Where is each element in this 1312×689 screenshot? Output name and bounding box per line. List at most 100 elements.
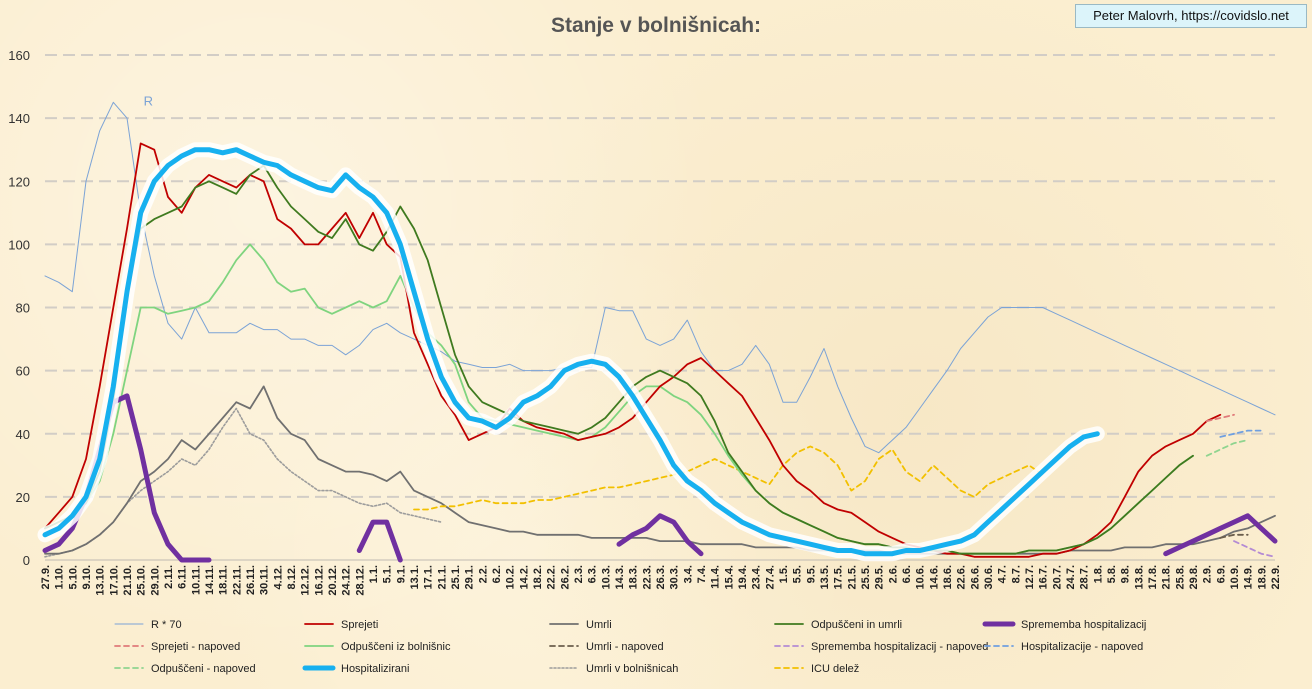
- annotation-label: R: [144, 93, 153, 108]
- legend-item-umrli: Umrli: [549, 619, 612, 631]
- x-tick-label: 29.8.: [1188, 565, 1200, 589]
- x-tick-label: 24.12.: [341, 565, 353, 596]
- legend-item-sprejeti-napoved: Sprejeti - napoved: [114, 641, 240, 653]
- x-tick-label: 26.2.: [559, 565, 571, 589]
- x-tick-label: 12.7.: [1024, 565, 1036, 589]
- legend-label: R * 70: [151, 619, 182, 631]
- x-tick-label: 9.8.: [1120, 565, 1132, 583]
- series-sprejeti-napoved: [1205, 413, 1235, 422]
- x-tick-label: 18.3.: [628, 565, 640, 589]
- series-line: [44, 164, 1194, 555]
- series-odpusceni-iz-bolnisnic: [44, 243, 1194, 555]
- legend-item-umrli-v-bolnisnicah: Umrli v bolnišnicah: [549, 663, 678, 675]
- x-tick-label: 1.5.: [778, 565, 790, 583]
- x-tick-label: 9.1.: [395, 565, 407, 583]
- y-tick-label: 140: [8, 111, 30, 126]
- series-icu-delez: [413, 445, 1044, 511]
- series-line: [44, 101, 1276, 454]
- series-sprememba-hospitalizacij-napoved: [1233, 540, 1276, 558]
- y-tick-label: 60: [16, 364, 30, 379]
- x-tick-label: 6.11.: [177, 565, 189, 589]
- series-line: [1205, 439, 1249, 457]
- series-hospitalizirani: [37, 142, 1105, 562]
- legend-item-odpusceni-napoved: Odpuščeni - napoved: [114, 663, 256, 675]
- series-hospitalizacije-napoved: [1219, 429, 1263, 438]
- x-tick-label: 2.11.: [163, 565, 175, 589]
- x-tick-label: 6.9.: [1215, 565, 1227, 583]
- x-tick-label: 26.6.: [969, 565, 981, 589]
- annotations: R: [144, 93, 153, 108]
- series-umrli-napoved: [1219, 533, 1249, 539]
- credit-box: Peter Malovrh, https://covidslo.net: [1075, 4, 1307, 28]
- x-tick-label: 30.6.: [983, 565, 995, 589]
- legend-label: Odpuščeni iz bolnišnic: [341, 641, 451, 653]
- x-tick-label: 1.10.: [54, 565, 66, 589]
- series-line: [1205, 413, 1235, 422]
- legend-item-sprememba-hospitalizacij: Sprememba hospitalizacij: [982, 619, 1146, 631]
- x-tick-label: 2.3.: [573, 565, 585, 583]
- x-tick-label: 25.8.: [1174, 565, 1186, 589]
- series-line: [42, 147, 1100, 557]
- x-tick-label: 9.5.: [805, 565, 817, 583]
- x-tick-label: 8.12.: [286, 565, 298, 589]
- x-tick-label: 24.7.: [1065, 565, 1077, 589]
- x-tick-label: 1.1.: [368, 565, 380, 583]
- series-line: [1219, 533, 1249, 539]
- x-tick-label: 14.6.: [928, 565, 940, 589]
- x-tick-label: 18.2.: [532, 565, 544, 589]
- legend-label: Hospitalizirani: [341, 663, 409, 675]
- x-tick-label: 5.1.: [382, 565, 394, 583]
- x-tick-label: 14.9.: [1243, 565, 1255, 589]
- x-tick-label: 17.1.: [423, 565, 435, 589]
- x-tick-label: 8.7.: [1010, 565, 1022, 583]
- x-tick-label: 25.10.: [136, 565, 148, 596]
- series-line: [42, 393, 1278, 563]
- y-axis: 0 20 40 60 80 100 120 140 160: [8, 48, 30, 568]
- legend-label: Sprejeti - napoved: [151, 641, 240, 653]
- series-glow: [37, 142, 1105, 562]
- x-tick-label: 14.2.: [518, 565, 530, 589]
- x-tick-label: 22.3.: [641, 565, 653, 589]
- x-tick-label: 4.12.: [272, 565, 284, 589]
- x-tick-label: 6.6.: [901, 565, 913, 583]
- series-line: [44, 142, 1222, 558]
- x-tick-label: 22.2.: [546, 565, 558, 589]
- x-tick-label: 17.8.: [1147, 565, 1159, 589]
- x-tick-label: 21.10.: [122, 565, 134, 596]
- x-tick-label: 25.5.: [860, 565, 872, 589]
- x-tick-label: 19.4.: [737, 565, 749, 589]
- series-umrli: [44, 385, 1276, 555]
- y-tick-label: 100: [8, 237, 30, 252]
- x-tick-label: 22.11.: [231, 565, 243, 595]
- x-tick-label: 6.2.: [491, 565, 503, 583]
- legend-label: Sprememba hospitalizacij: [1021, 619, 1146, 631]
- legend-label: Odpuščeni in umrli: [811, 619, 902, 631]
- legend-item-sprememba-hospitalizacij-napoved: Sprememba hospitalizacij - napoved: [774, 641, 988, 653]
- y-tick-label: 20: [16, 490, 30, 505]
- x-tick-label: 13.5.: [819, 565, 831, 589]
- x-tick-label: 16.12.: [313, 565, 325, 596]
- x-tick-label: 13.10.: [95, 565, 107, 596]
- series-line: [44, 385, 1276, 555]
- x-tick-label: 30.3.: [669, 565, 681, 589]
- legend-label: Sprememba hospitalizacij - napoved: [811, 641, 988, 653]
- series-line: [1219, 429, 1263, 438]
- x-tick-label: 5.10.: [67, 565, 79, 589]
- x-tick-label: 17.10.: [108, 565, 120, 596]
- x-tick-label: 14.3.: [614, 565, 626, 589]
- legend-item-sprejeti: Sprejeti: [304, 619, 378, 631]
- legend-label: Hospitalizacije - napoved: [1021, 641, 1143, 653]
- x-tick-label: 5.8.: [1106, 565, 1118, 583]
- chart-title: Stanje v bolnišnicah:: [551, 14, 761, 37]
- x-tick-label: 17.5.: [833, 565, 845, 589]
- series-line: [44, 243, 1194, 555]
- x-tick-label: 13.8.: [1133, 565, 1145, 589]
- series-group: [37, 101, 1278, 563]
- legend-item-hospitalizirani: Hospitalizirani: [302, 663, 409, 675]
- y-tick-label: 160: [8, 48, 30, 63]
- x-tick-label: 22.6.: [956, 565, 968, 589]
- x-tick-label: 7.4.: [696, 565, 708, 583]
- legend-item-r-70: R * 70: [114, 619, 182, 631]
